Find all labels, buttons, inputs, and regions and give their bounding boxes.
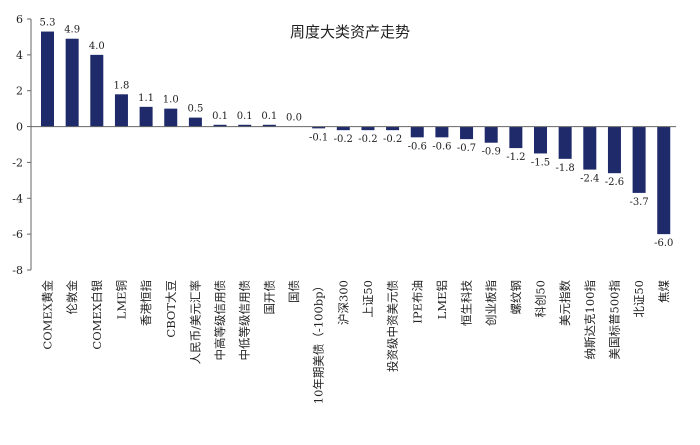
bar	[583, 126, 597, 170]
data-label: -1.2	[506, 152, 525, 163]
category-label: 伦敦金	[65, 280, 79, 315]
category-label: 恒生科技	[460, 280, 474, 326]
data-label: 1.0	[163, 95, 179, 106]
bar	[632, 126, 646, 193]
category-label: 中高等级信用债	[213, 280, 227, 361]
bar	[484, 126, 498, 143]
y-tick-label: -6	[12, 228, 23, 241]
chart-title: 周度大类资产走势	[290, 23, 410, 41]
y-tick-label: -4	[12, 192, 23, 205]
category-label: 人民币/美元汇率	[188, 280, 202, 364]
data-label: -2.6	[605, 177, 624, 188]
bar	[386, 126, 400, 131]
y-tick-label: 0	[16, 121, 23, 134]
data-label: 0.5	[187, 104, 203, 115]
bar	[65, 38, 79, 127]
data-label: -2.4	[580, 174, 599, 185]
data-label: -3.7	[629, 197, 648, 208]
data-label: -0.2	[383, 134, 402, 145]
data-label: -6.0	[654, 238, 673, 249]
bar	[460, 126, 474, 140]
bar	[336, 126, 350, 131]
category-label: 焦煤	[657, 280, 671, 303]
category-label: 10年期美债（-100bp）	[312, 280, 326, 404]
category-label: COMEX白银	[90, 280, 104, 350]
y-axis: -8 -6 -4 -2 0 2 4 6	[12, 13, 32, 277]
data-label: 1.8	[113, 80, 129, 91]
category-labels: COMEX黄金 伦敦金 COMEX白银 LME铜 香港恒指 CBOT大豆 人民币/美元汇率中…	[41, 280, 671, 405]
data-label: 5.3	[40, 18, 56, 29]
data-label: 0.1	[212, 111, 228, 122]
bar	[657, 126, 671, 235]
category-label: 中低等级信用债	[238, 280, 252, 361]
data-label: -0.9	[482, 147, 501, 158]
category-label: 国开债	[262, 280, 276, 315]
category-label: 美元指数	[558, 280, 572, 326]
data-label: 4.0	[89, 41, 105, 52]
bar	[164, 108, 178, 127]
bar	[435, 126, 449, 138]
bar	[41, 31, 54, 127]
bar	[410, 126, 424, 138]
bar	[534, 126, 547, 154]
data-label: 1.1	[138, 93, 154, 104]
category-label: 螺纹钢	[509, 280, 523, 315]
category-label: LME铜	[114, 280, 128, 319]
category-label: 北证50	[632, 280, 646, 318]
y-tick-label: 6	[16, 13, 23, 26]
bar	[213, 124, 227, 127]
category-label: 上证50	[361, 280, 375, 318]
bar	[509, 126, 523, 149]
bar	[139, 106, 153, 127]
category-label: 沪深300	[336, 280, 350, 325]
y-tick-label: -8	[12, 264, 23, 277]
bar	[361, 126, 375, 131]
data-labels: 5.3 4.9 4.0 1.8 1.1 1.0 0.5 0.1 0.1 0.1 0.0 -0.1 -0.…	[40, 18, 674, 250]
bar	[607, 126, 621, 174]
bar	[188, 117, 202, 127]
data-label: -1.8	[556, 163, 575, 174]
category-label: 国债	[287, 280, 301, 303]
bar	[312, 126, 326, 129]
data-label: 4.9	[64, 25, 80, 36]
data-label: 0.1	[237, 111, 253, 122]
bar	[558, 126, 572, 159]
category-label: 纳斯达克100指	[583, 280, 597, 359]
data-label: -0.7	[457, 143, 476, 154]
data-label: -0.1	[309, 132, 328, 143]
data-label: -0.2	[334, 134, 353, 145]
data-label: 0.1	[261, 111, 277, 122]
y-tick-label: 4	[16, 49, 23, 62]
bar	[90, 54, 104, 127]
y-tick-label: 2	[16, 85, 23, 98]
bar	[238, 124, 252, 127]
category-label: 投资级中资美元债	[386, 280, 400, 372]
y-tick-label: -2	[12, 156, 23, 169]
bar	[262, 124, 276, 127]
category-label: 科创50	[534, 280, 548, 318]
data-label: -0.6	[408, 141, 427, 152]
category-label: 香港恒指	[139, 280, 153, 326]
bars	[41, 31, 671, 235]
data-label: -1.5	[531, 157, 550, 168]
category-label: 创业板指	[484, 280, 498, 326]
data-label: -0.6	[432, 141, 451, 152]
category-label: IPE布油	[410, 280, 424, 324]
data-label: 0.0	[286, 113, 302, 124]
bar	[114, 94, 128, 127]
category-label: COMEX黄金	[41, 280, 55, 350]
category-label: CBOT大豆	[164, 280, 178, 338]
category-label: 美国标普500指	[607, 280, 621, 359]
data-label: -0.2	[358, 134, 377, 145]
category-label: LME铝	[435, 280, 449, 319]
